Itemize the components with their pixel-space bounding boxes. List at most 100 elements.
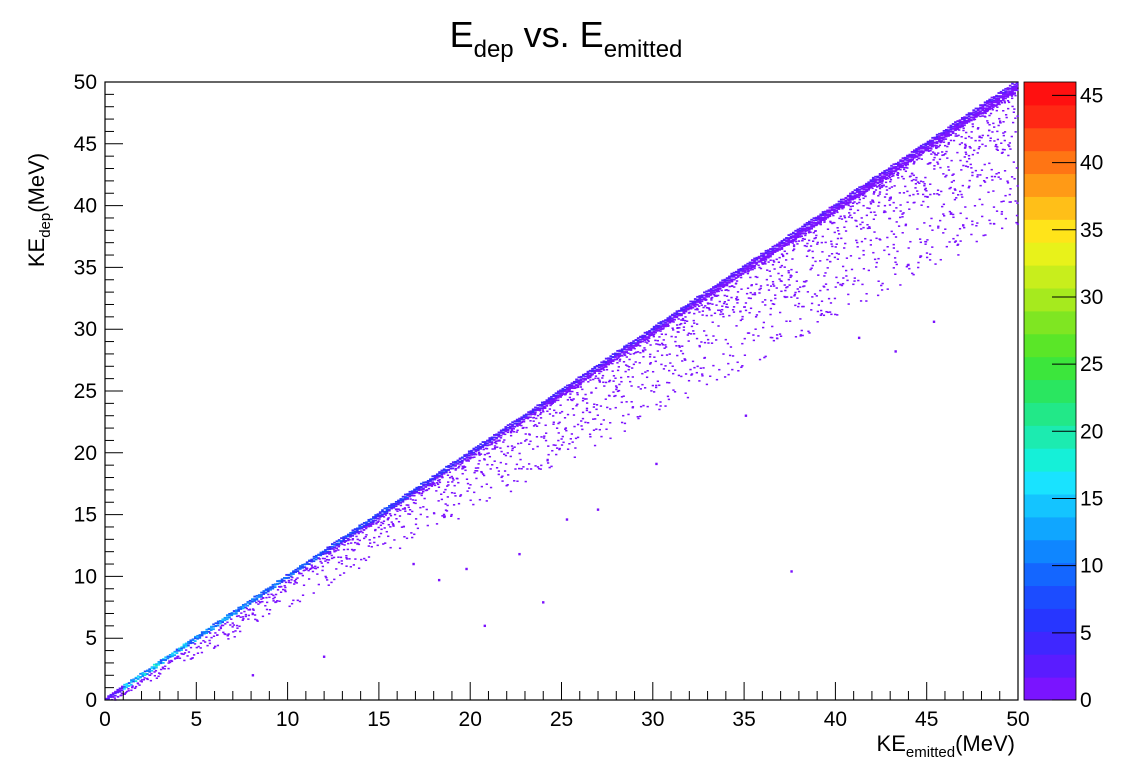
heatmap-cell: [489, 486, 493, 489]
heatmap-cell: [996, 103, 999, 106]
heatmap-cell: [546, 458, 549, 461]
outlier-point: [857, 336, 861, 340]
heatmap-cell: [739, 272, 743, 275]
heatmap-cell: [458, 458, 462, 460]
heatmap-cell: [794, 291, 797, 294]
heatmap-cell: [657, 329, 660, 332]
heatmap-cell: [705, 295, 708, 298]
heatmap-cell: [988, 101, 991, 104]
heatmap-cell: [690, 307, 693, 310]
heatmap-cell: [380, 521, 383, 524]
heatmap-cell: [960, 135, 963, 138]
heatmap-cell: [777, 272, 780, 275]
color-scale-band: [1024, 150, 1076, 175]
heatmap-cell: [664, 319, 667, 322]
heatmap-cell: [615, 386, 618, 389]
heatmap-cell: [828, 213, 832, 216]
heatmap-cell: [725, 289, 728, 291]
heatmap-cell: [915, 158, 919, 161]
heatmap-cell: [851, 196, 854, 199]
heatmap-cell: [698, 380, 701, 382]
heatmap-cell: [292, 599, 295, 602]
heatmap-cell: [760, 262, 764, 264]
heatmap-cell: [938, 135, 941, 137]
heatmap-cell: [547, 445, 550, 447]
heatmap-cell: [723, 281, 727, 283]
heatmap-cell: [440, 469, 444, 472]
heatmap-cell: [664, 323, 667, 326]
heatmap-cell: [520, 416, 523, 419]
heatmap-cell: [550, 398, 553, 401]
heatmap-cell: [869, 185, 872, 188]
heatmap-cell: [552, 399, 555, 402]
heatmap-cell: [482, 448, 485, 451]
heatmap-cell: [712, 289, 715, 292]
heatmap-cell: [1014, 117, 1017, 119]
heatmap-cell: [769, 275, 772, 277]
heatmap-cell: [915, 152, 918, 155]
heatmap-cell: [810, 267, 813, 269]
heatmap-cell: [858, 198, 862, 201]
heatmap-cell: [779, 266, 782, 269]
heatmap-cell: [232, 612, 236, 615]
heatmap-cell: [715, 290, 719, 293]
heatmap-cell: [897, 165, 900, 167]
heatmap-cell: [904, 224, 907, 227]
heatmap-cell: [636, 340, 640, 342]
heatmap-cell: [1009, 92, 1012, 94]
heatmap-cell: [604, 365, 607, 367]
heatmap-cell: [860, 187, 864, 190]
heatmap-cell: [140, 679, 144, 681]
heatmap-cell: [842, 198, 845, 201]
heatmap-cell: [951, 174, 954, 176]
heatmap-cell: [529, 411, 533, 414]
heatmap-cell: [963, 117, 966, 120]
heatmap-cell: [770, 299, 773, 302]
heatmap-cell: [664, 346, 668, 348]
heatmap-cell: [616, 357, 619, 360]
heatmap-cell: [199, 647, 202, 649]
heatmap-cell: [950, 212, 953, 214]
heatmap-cell: [463, 455, 466, 458]
heatmap-cell: [504, 428, 508, 431]
heatmap-cell: [932, 159, 935, 161]
heatmap-cell: [981, 203, 984, 206]
heatmap-cell: [889, 178, 893, 181]
heatmap-cell: [763, 261, 766, 264]
heatmap-cell: [509, 434, 513, 437]
heatmap-cell: [821, 217, 825, 220]
heatmap-cell: [963, 226, 966, 229]
heatmap-cell: [637, 386, 640, 388]
heatmap-cell: [963, 122, 966, 125]
heatmap-cell: [978, 146, 981, 148]
heatmap-cell: [785, 244, 788, 246]
heatmap-cell: [403, 508, 407, 510]
heatmap-cell: [692, 333, 696, 335]
y-tick-label: 45: [74, 133, 97, 156]
heatmap-cell: [882, 211, 886, 214]
heatmap-cell: [675, 312, 679, 314]
heatmap-cell: [353, 532, 357, 535]
heatmap-cell: [957, 194, 960, 196]
heatmap-cell: [244, 606, 247, 609]
heatmap-cell: [388, 509, 391, 512]
heatmap-cell: [419, 482, 423, 485]
heatmap-cell: [407, 506, 410, 509]
heatmap-cell: [445, 471, 448, 474]
heatmap-cell: [787, 241, 790, 244]
color-scale-band: [1024, 654, 1076, 678]
heatmap-cell: [657, 327, 660, 330]
heatmap-cell: [451, 461, 455, 464]
heatmap-cell: [233, 636, 236, 638]
heatmap-cell: [383, 513, 387, 515]
heatmap-cell: [168, 654, 172, 657]
heatmap-cell: [734, 274, 738, 277]
heatmap-cell: [995, 101, 998, 104]
heatmap-cell: [887, 175, 891, 178]
heatmap-cell: [707, 292, 711, 295]
heatmap-cell: [708, 309, 711, 311]
heatmap-cell: [346, 533, 350, 536]
heatmap-cell: [783, 266, 786, 268]
heatmap-cell: [611, 370, 614, 372]
heatmap-cell: [942, 213, 945, 215]
